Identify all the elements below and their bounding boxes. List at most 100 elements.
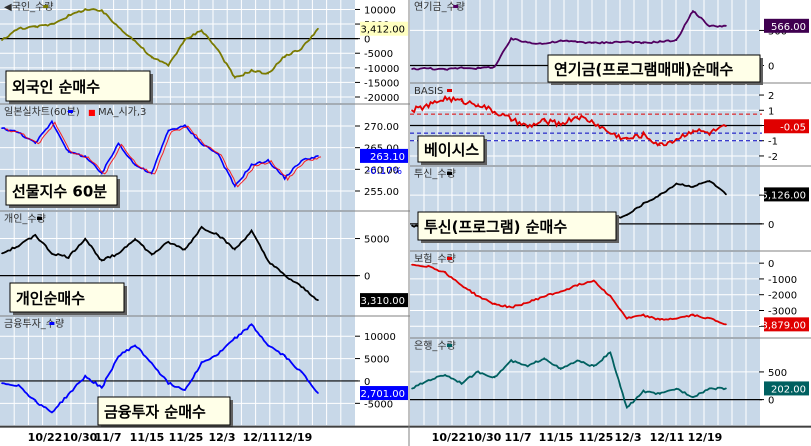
data-point — [675, 387, 678, 390]
data-point — [543, 120, 546, 122]
data-point — [51, 23, 53, 25]
data-point — [34, 400, 37, 402]
callout-box — [9, 282, 125, 313]
data-point — [317, 299, 319, 301]
data-point — [510, 360, 512, 362]
data-point — [526, 41, 529, 44]
data-point — [675, 39, 678, 42]
data-point — [234, 248, 236, 251]
last-value-text: -0.05 — [780, 122, 806, 133]
data-point — [134, 40, 136, 42]
data-point — [642, 314, 645, 317]
x-tick-label: 11/7 — [505, 431, 532, 444]
data-point — [725, 193, 727, 196]
series-line-foreign — [1, 8, 319, 79]
series-line-bank — [411, 351, 727, 409]
last-value-badge — [360, 21, 408, 36]
data-point — [725, 387, 727, 390]
data-point — [692, 10, 694, 12]
panel-bank: 500 0 은행_수량 202.00 — [410, 339, 811, 427]
last-value-text: 566.00 — [771, 22, 806, 33]
data-point — [17, 27, 20, 30]
data-point — [626, 214, 628, 217]
data-point — [250, 69, 253, 72]
data-point — [283, 55, 286, 57]
axis-tick-label: 500 — [768, 368, 787, 379]
data-point — [460, 284, 463, 287]
data-point — [460, 66, 463, 69]
data-point — [200, 142, 203, 145]
data-point — [184, 125, 186, 127]
data-point — [150, 56, 153, 59]
data-point — [725, 25, 727, 27]
callout-box — [417, 211, 617, 241]
data-point — [411, 109, 413, 112]
series-line-futures — [1, 119, 319, 187]
x-tick-label: 11/15 — [130, 431, 165, 444]
data-point — [283, 274, 286, 277]
data-point — [267, 344, 269, 346]
x-axis-strip — [0, 427, 811, 446]
data-point — [150, 172, 153, 175]
data-point — [444, 97, 446, 99]
x-tick-label: 12/3 — [209, 431, 236, 444]
data-point — [200, 362, 203, 364]
data-point — [592, 42, 595, 44]
axis-tick-label: 0 — [364, 35, 370, 46]
data-point — [609, 41, 612, 44]
data-point — [626, 407, 628, 409]
axis-tick-label: 10000 — [364, 332, 396, 343]
data-point — [283, 177, 286, 179]
panel-header: ◀국인_수량 — [4, 1, 54, 13]
data-point — [317, 392, 319, 394]
last-value-text: -3,310.00 — [357, 296, 405, 307]
data-point — [234, 77, 236, 79]
data-point — [493, 66, 496, 68]
x-tick-label: 10/22 — [28, 431, 63, 444]
data-point — [184, 39, 186, 41]
last-value-badge — [764, 119, 809, 134]
data-point — [444, 68, 446, 71]
panel-title: 일본실차트(60분) — [4, 106, 80, 118]
data-point — [283, 355, 286, 358]
legend-swatch — [453, 5, 459, 8]
data-point — [67, 151, 70, 153]
axis-tick-label: 5000 — [364, 355, 389, 366]
panel-title: 금융투자_수량 — [4, 318, 64, 330]
panel-header: 금융투자_수량 — [4, 318, 64, 330]
data-point — [117, 252, 120, 255]
panel-financial: 10000 5000 0 -5000 금융투자_수량 -2,701.00 금융투자 순매수 — [0, 317, 410, 428]
data-point — [708, 387, 711, 390]
data-point — [510, 38, 512, 40]
data-point — [150, 362, 153, 364]
x-tick-label: 12/11 — [243, 431, 278, 444]
x-tick-label: 11/25 — [579, 431, 614, 444]
panel-futures: 270.00265.00260.00255.00일본실차트(60분)■MA_시가… — [0, 105, 410, 212]
data-point — [626, 138, 628, 141]
data-point — [708, 317, 711, 320]
legend-swatch — [43, 5, 49, 8]
panel-insurance: 0-1000-2000-3000-4000보험_수량-3,879.00 — [410, 252, 811, 339]
data-point — [234, 185, 236, 188]
data-point — [543, 357, 546, 359]
x-tick-label: 10/30 — [467, 431, 502, 444]
panel-title: ◀국인_수량 — [4, 1, 54, 13]
data-point — [576, 284, 579, 287]
data-point — [51, 411, 53, 414]
axis-tick-label: 0 — [364, 377, 370, 388]
data-point — [659, 393, 661, 395]
data-point — [427, 104, 430, 107]
data-point — [460, 382, 463, 384]
data-point — [725, 323, 727, 326]
callout-label: 베이시스 — [424, 141, 479, 159]
data-point — [184, 248, 186, 251]
left-plot-area — [0, 0, 355, 427]
data-point — [526, 301, 529, 304]
data-point — [300, 159, 303, 162]
x-tick-label: 12/19 — [688, 431, 723, 444]
data-point — [217, 49, 220, 52]
callout-label: 선물지수 60분 — [12, 183, 107, 201]
